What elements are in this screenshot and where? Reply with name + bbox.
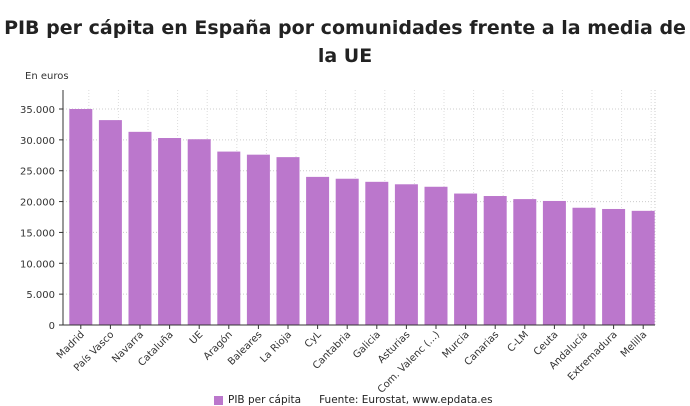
y-tick-label: 25.000 xyxy=(20,167,55,178)
bar-murcia xyxy=(454,193,478,325)
x-tick-label: Melilla xyxy=(619,329,649,359)
legend-label: PIB per cápita xyxy=(228,394,302,406)
bar-ue xyxy=(187,139,211,325)
bar-extremadura xyxy=(602,208,626,325)
bar-com-valenc- xyxy=(424,186,448,325)
bar-pa-s-vasco xyxy=(98,120,122,325)
bar-asturias xyxy=(394,184,418,325)
x-tick-label: CyL xyxy=(303,329,324,350)
y-axis-label: En euros xyxy=(25,71,69,82)
legend-swatch xyxy=(214,395,223,405)
y-tick-label: 30.000 xyxy=(20,136,55,147)
bar-catalu-a xyxy=(158,138,182,325)
y-tick-label: 5.000 xyxy=(26,290,55,301)
y-tick-label: 0 xyxy=(49,321,55,332)
bar-ceuta xyxy=(542,200,566,325)
bar-andaluc-a xyxy=(572,207,596,325)
bar-navarra xyxy=(128,131,152,325)
x-tick-label: C-LM xyxy=(506,329,531,354)
bar-arag-n xyxy=(217,151,241,325)
source-note: Fuente: Eurostat, www.epdata.es xyxy=(319,394,493,406)
bar-madrid xyxy=(69,109,93,325)
bar-c-lm xyxy=(513,199,537,325)
bar-baleares xyxy=(246,154,270,325)
y-tick-label: 15.000 xyxy=(20,228,55,239)
bar-galicia xyxy=(365,181,389,325)
bar-cyl xyxy=(306,176,330,325)
x-tick-label: UE xyxy=(188,329,205,346)
y-tick-label: 10.000 xyxy=(20,259,55,270)
bar-la-rioja xyxy=(276,157,300,325)
x-tick-label: Ceuta xyxy=(532,329,561,358)
y-tick-label: 20.000 xyxy=(20,198,55,209)
bar-cantabria xyxy=(335,178,359,325)
bar-canarias xyxy=(483,196,507,325)
legend: PIB per cápita Fuente: Eurostat, www.epd… xyxy=(214,394,493,406)
x-tick-label: La Rioja xyxy=(258,329,294,365)
bar-melilla xyxy=(631,210,655,325)
y-tick-label: 35.000 xyxy=(20,105,55,116)
chart-title: PIB per cápita en España por comunidades… xyxy=(4,17,686,67)
